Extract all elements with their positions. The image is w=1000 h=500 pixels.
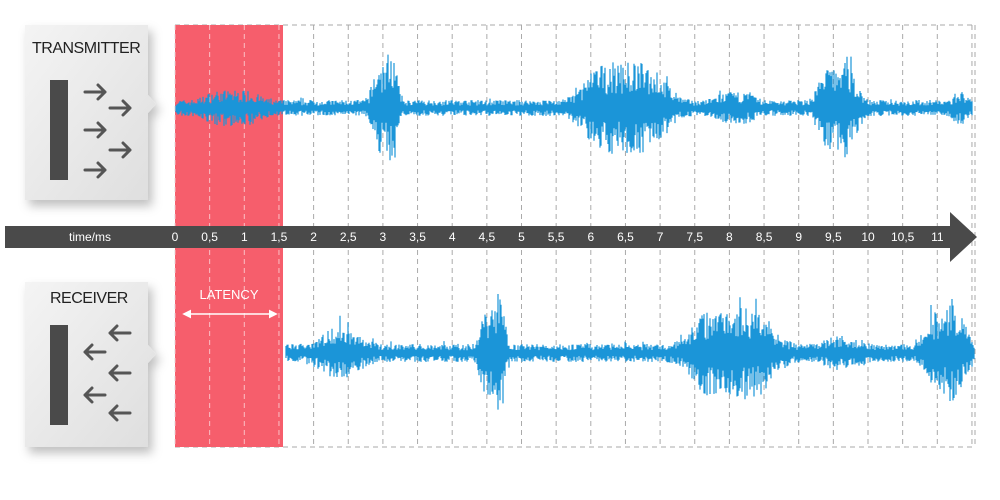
receiver-waveform: [285, 294, 975, 410]
tick-label: 2: [310, 230, 317, 244]
transmitter-label: TRANSMITTER: [32, 40, 140, 57]
tick-label: 10,5: [891, 230, 915, 244]
tick-label: 10: [861, 230, 875, 244]
tick-label: 3: [380, 230, 387, 244]
tick-label: 4: [449, 230, 456, 244]
tick-label: 9: [795, 230, 802, 244]
tick-label: 7: [657, 230, 664, 244]
tick-label: 8: [726, 230, 733, 244]
tick-label: 8,5: [756, 230, 773, 244]
tick-label: 3,5: [409, 230, 426, 244]
tick-label: 2,5: [340, 230, 357, 244]
transmitter-arrows: [83, 83, 132, 179]
tick-label: 4,5: [479, 230, 496, 244]
tick-label: 6: [587, 230, 594, 244]
tick-label: 9,5: [825, 230, 842, 244]
transmitter-waveform: [175, 54, 973, 161]
tick-label: 0: [172, 230, 179, 244]
tick-label: 0,5: [201, 230, 218, 244]
tick-label: 6,5: [617, 230, 634, 244]
tick-label: 11: [931, 230, 944, 244]
transmitter-icon: [50, 80, 68, 180]
tick-label: 1: [241, 230, 248, 244]
receiver-icon: [50, 325, 68, 425]
tick-label: 5,5: [548, 230, 565, 244]
receiver-arrows: [83, 324, 132, 422]
tick-label: 7,5: [686, 230, 703, 244]
tick-labels: 0 0,5 1 1,5 2 2,5 3 3,5 4 4,5 5 5,5 6 6,5 7 7,5 8 8,5 9 9,5…: [172, 230, 944, 244]
tick-label: 5: [518, 230, 525, 244]
latency-label: LATENCY: [200, 287, 259, 302]
tick-label: 1,5: [271, 230, 288, 244]
receiver-label: RECEIVER: [50, 290, 128, 307]
time-axis: [5, 212, 977, 262]
axis-label: time/ms: [69, 230, 111, 244]
